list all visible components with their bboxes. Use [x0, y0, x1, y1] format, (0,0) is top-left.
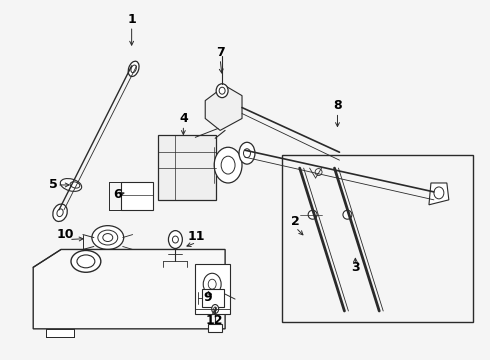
Ellipse shape — [53, 204, 67, 221]
Text: 10: 10 — [56, 228, 74, 241]
Ellipse shape — [128, 61, 139, 77]
Ellipse shape — [169, 231, 182, 248]
Ellipse shape — [308, 210, 317, 219]
Bar — [196, 264, 230, 314]
Text: 12: 12 — [205, 314, 223, 327]
Text: 2: 2 — [292, 215, 300, 228]
Text: 1: 1 — [127, 13, 136, 26]
Polygon shape — [205, 86, 242, 130]
Bar — [208, 324, 222, 332]
Text: 8: 8 — [333, 99, 342, 112]
Ellipse shape — [60, 179, 82, 192]
Ellipse shape — [92, 226, 123, 249]
Ellipse shape — [203, 273, 221, 295]
Polygon shape — [429, 183, 449, 205]
Text: 9: 9 — [203, 291, 212, 303]
Bar — [158, 135, 216, 200]
Text: 5: 5 — [49, 179, 57, 192]
Ellipse shape — [216, 84, 228, 98]
Text: 7: 7 — [216, 46, 224, 59]
Ellipse shape — [214, 147, 242, 183]
Text: 11: 11 — [188, 230, 205, 243]
Ellipse shape — [71, 251, 101, 272]
Text: 4: 4 — [179, 112, 188, 125]
Bar — [121, 182, 152, 210]
Ellipse shape — [343, 210, 352, 219]
Bar — [282, 155, 473, 322]
Ellipse shape — [212, 305, 219, 314]
Bar — [202, 289, 224, 307]
Bar — [46, 329, 74, 337]
Ellipse shape — [98, 230, 118, 245]
Text: 3: 3 — [351, 261, 360, 274]
Text: 6: 6 — [113, 188, 122, 201]
Polygon shape — [33, 249, 225, 329]
Ellipse shape — [239, 142, 255, 164]
